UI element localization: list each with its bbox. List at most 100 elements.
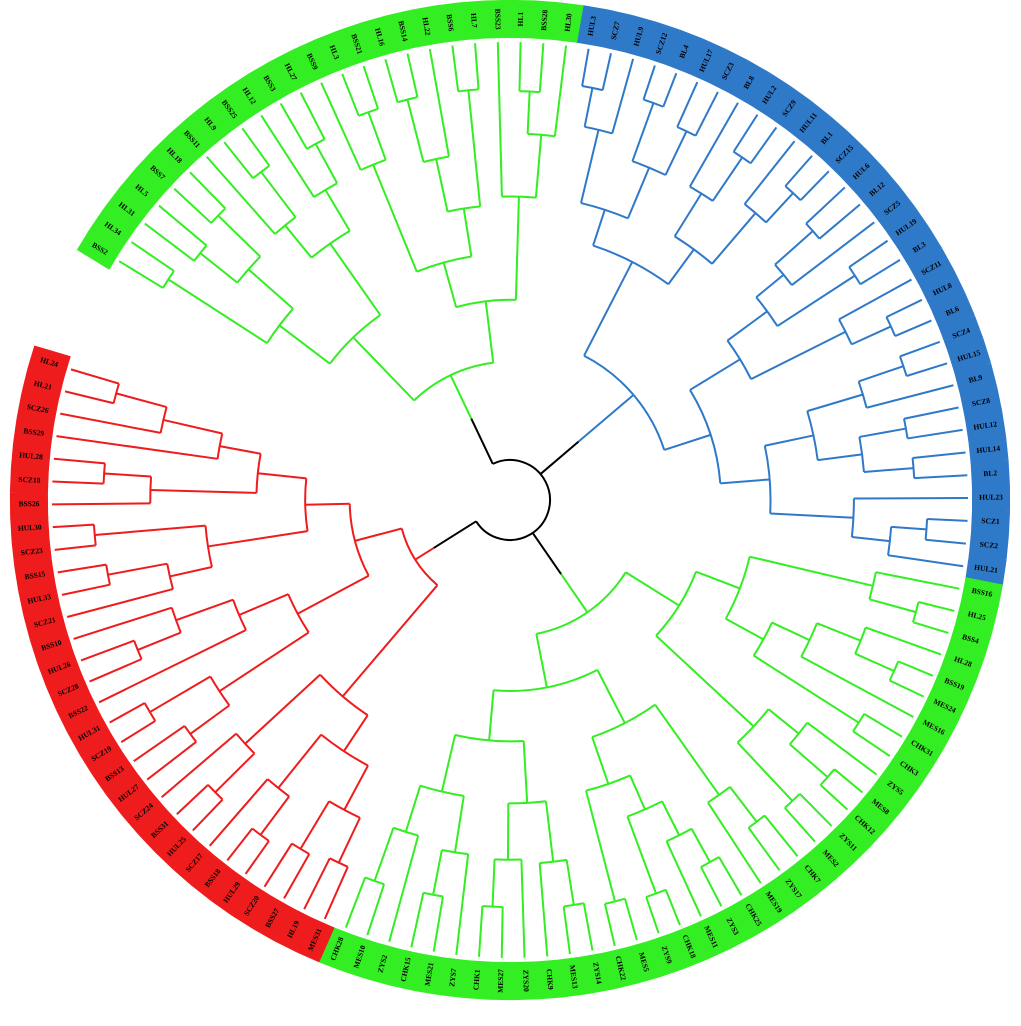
branch [734,115,758,152]
branch [298,576,369,614]
branch [582,49,588,86]
branch [675,194,702,237]
leaf-label: BSS28 [531,0,559,40]
branch [301,93,325,140]
branch [237,257,260,283]
branch [536,634,547,688]
branch [368,112,385,160]
branch [801,171,829,200]
branch [342,74,359,116]
branch [751,332,845,379]
branch [656,636,754,727]
branch [90,659,142,681]
branch [864,714,902,737]
branch [914,475,967,478]
leaf-label: HL1 [508,0,534,38]
branch [750,557,873,586]
branch [245,675,320,744]
branch [627,816,656,893]
branch [219,632,308,691]
branch [177,785,208,814]
branch [555,45,566,136]
branch [628,168,649,219]
branch [516,197,519,300]
branch [895,321,931,336]
branch [904,407,959,418]
leaf-label: BL2 [971,461,1010,488]
branch [304,858,330,909]
branch [330,858,348,867]
branch [145,703,156,721]
leaf-name: SCZ1 [981,516,1000,526]
branch [138,633,181,650]
branch [433,850,442,895]
branch [834,769,862,792]
branch [785,808,815,842]
branch [329,801,360,817]
branch [666,131,687,175]
branch [389,836,418,942]
branch [860,260,900,284]
branch [215,753,254,792]
branch [261,172,295,217]
branch [150,490,256,493]
branch [646,897,658,933]
branch [864,468,914,472]
branch [452,46,458,92]
branch [891,527,926,529]
branch [65,391,114,403]
branch [579,395,634,442]
branch [593,210,605,246]
branch [751,127,777,163]
branch [150,676,210,712]
branch [253,166,269,178]
branch [777,276,854,326]
branch [540,43,544,92]
branch [325,867,348,919]
branch [900,342,940,357]
branch [770,513,853,517]
branch [355,529,402,541]
branch [321,83,360,170]
branch [502,907,503,958]
branch [726,619,764,640]
branch [745,204,766,222]
branch [265,844,292,887]
branch [712,213,755,264]
branch [769,709,799,733]
branch [52,482,103,484]
leaf-name: BSS28 [539,9,550,31]
branch [818,454,862,460]
branch [632,103,653,161]
branch [475,43,479,89]
branch [586,791,615,902]
branch [292,844,309,854]
branch [888,555,963,566]
branch [839,280,911,320]
branch [913,458,915,478]
branch [268,779,289,796]
branch [190,172,225,208]
branch [361,160,386,170]
branch [627,801,662,816]
branch [708,787,730,803]
branch [713,157,742,200]
branch [765,815,798,856]
branch [584,903,593,950]
branch [375,828,394,881]
leaf-name: CHK1 [471,969,481,991]
branch [867,385,954,407]
branch [208,531,308,546]
branch [163,420,222,434]
branch [55,545,96,549]
branch [612,59,633,134]
leaf-label: BSS23 [484,0,510,38]
branch [58,565,106,573]
branch [677,127,695,136]
branch [625,899,637,940]
branch [285,225,311,257]
branch [442,735,455,792]
branch [288,594,309,632]
branch [248,269,293,308]
branch [233,600,246,630]
